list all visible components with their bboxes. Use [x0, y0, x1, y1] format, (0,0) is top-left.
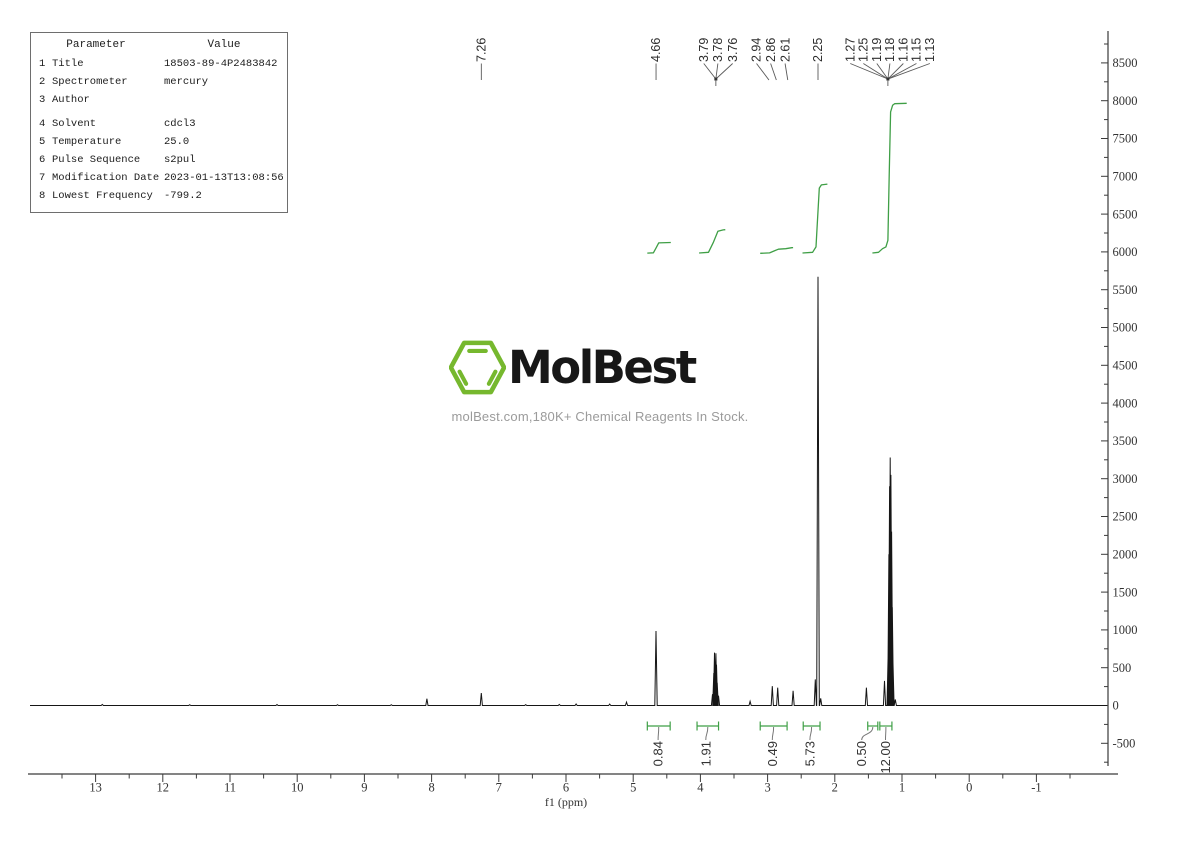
- param-row-modification-date: 7 Modification Date 2023-01-13T13:08:56: [39, 172, 284, 184]
- integral-value: 0.50: [854, 741, 869, 766]
- svg-text:4: 4: [697, 781, 704, 795]
- svg-text:1000: 1000: [1113, 623, 1138, 637]
- svg-text:5000: 5000: [1113, 321, 1138, 335]
- svg-text:13: 13: [89, 781, 102, 795]
- peak-shift-label: 1.25: [857, 38, 871, 62]
- peak-shift-label: 4.66: [649, 38, 663, 62]
- molbest-logo: MolBest molBest.com,180K+ Chemical Reage…: [449, 336, 751, 424]
- param-row-temperature: 5 Temperature 25.0: [39, 136, 190, 148]
- param-row-solvent: 4 Solvent cdcl3: [39, 118, 196, 130]
- spectrum-trace: [30, 276, 1107, 706]
- svg-text:1: 1: [899, 781, 905, 795]
- peak-shift-label: 1.15: [910, 38, 924, 62]
- svg-text:2000: 2000: [1113, 548, 1138, 562]
- peak-shift-label: 1.18: [883, 38, 897, 62]
- svg-text:7000: 7000: [1113, 170, 1138, 184]
- peak-shift-label: 2.86: [764, 38, 778, 62]
- x-axis-title: f1 (ppm): [545, 795, 587, 809]
- logo-text: MolBest: [508, 340, 697, 394]
- svg-text:5500: 5500: [1113, 283, 1138, 297]
- peak-shift-label: 2.61: [778, 38, 792, 62]
- svg-text:12: 12: [157, 781, 170, 795]
- peak-shift-label: 1.13: [923, 38, 937, 62]
- peak-shift-label: 3.76: [726, 38, 740, 62]
- parameter-table: Parameter Value 1 Title 18503-89-4P2483842…: [30, 32, 288, 213]
- svg-text:5: 5: [630, 781, 636, 795]
- peak-shift-label: 2.25: [811, 38, 825, 62]
- param-row-lowest-frequency: 8 Lowest Frequency -799.2: [39, 190, 202, 202]
- integral-value: 0.49: [765, 741, 780, 766]
- svg-text:6: 6: [563, 781, 569, 795]
- peak-labels: 7.26 4.66 3.79 3.78 3.76 2.94 2.86 2.61 2.25 1.27…: [475, 38, 937, 86]
- svg-text:3: 3: [764, 781, 770, 795]
- svg-text:9: 9: [361, 781, 367, 795]
- svg-text:2500: 2500: [1113, 510, 1138, 524]
- param-header-parameter: Parameter: [66, 39, 126, 51]
- svg-text:4000: 4000: [1113, 396, 1138, 410]
- peak-shift-label: 1.16: [897, 38, 911, 62]
- svg-text:11: 11: [224, 781, 236, 795]
- svg-text:2: 2: [832, 781, 838, 795]
- peak-shift-label: 3.79: [697, 38, 711, 62]
- param-row-title: 1 Title 18503-89-4P2483842: [39, 58, 278, 70]
- integral-value: 0.84: [651, 741, 666, 766]
- param-row-author: 3 Author: [39, 94, 90, 106]
- svg-text:-500: -500: [1113, 737, 1136, 751]
- param-row-spectrometer: 2 Spectrometer mercury: [39, 76, 209, 88]
- svg-text:10: 10: [291, 781, 304, 795]
- peak-shift-label: 3.78: [711, 38, 725, 62]
- molbest-hexagon-icon: [449, 340, 506, 394]
- svg-text:7500: 7500: [1113, 132, 1138, 146]
- svg-text:-1: -1: [1031, 781, 1041, 795]
- svg-text:6500: 6500: [1113, 207, 1138, 221]
- svg-text:0: 0: [1113, 699, 1119, 713]
- integral-value: 12.00: [878, 741, 893, 774]
- integral-value: 1.91: [698, 741, 713, 766]
- integral-brackets: 0.84 1.91 0.49 5.73 0.50 12.00: [646, 721, 893, 774]
- svg-text:0: 0: [966, 781, 972, 795]
- svg-text:8000: 8000: [1113, 94, 1138, 108]
- svg-text:1500: 1500: [1113, 585, 1138, 599]
- param-row-pulse-sequence: 6 Pulse Sequence s2pul: [39, 154, 196, 166]
- svg-text:500: 500: [1113, 661, 1132, 675]
- svg-text:4500: 4500: [1113, 359, 1138, 373]
- peak-shift-label: 7.26: [475, 38, 489, 62]
- integral-curves: [647, 102, 907, 254]
- x-axis: 13 12 11 10 9 8 7 6 5 4 3 2 1 0 -1f1 (ppm): [28, 773, 1118, 809]
- logo-tagline: molBest.com,180K+ Chemical Reagents In S…: [451, 409, 749, 424]
- svg-text:3000: 3000: [1113, 472, 1138, 486]
- svg-text:8500: 8500: [1113, 56, 1138, 70]
- parameter-table-header: Parameter Value: [31, 39, 287, 51]
- peak-shift-label: 1.19: [870, 38, 884, 62]
- y-axis: 8500800075007000650060005500500045004000…: [1101, 31, 1138, 766]
- svg-text:8: 8: [428, 781, 434, 795]
- svg-text:7: 7: [496, 781, 502, 795]
- param-header-value: Value: [207, 39, 241, 51]
- peak-shift-label: 1.27: [843, 38, 857, 62]
- integral-value: 5.73: [802, 741, 817, 766]
- svg-text:6000: 6000: [1113, 245, 1138, 259]
- svg-text:3500: 3500: [1113, 434, 1138, 448]
- peak-shift-label: 2.94: [750, 38, 764, 62]
